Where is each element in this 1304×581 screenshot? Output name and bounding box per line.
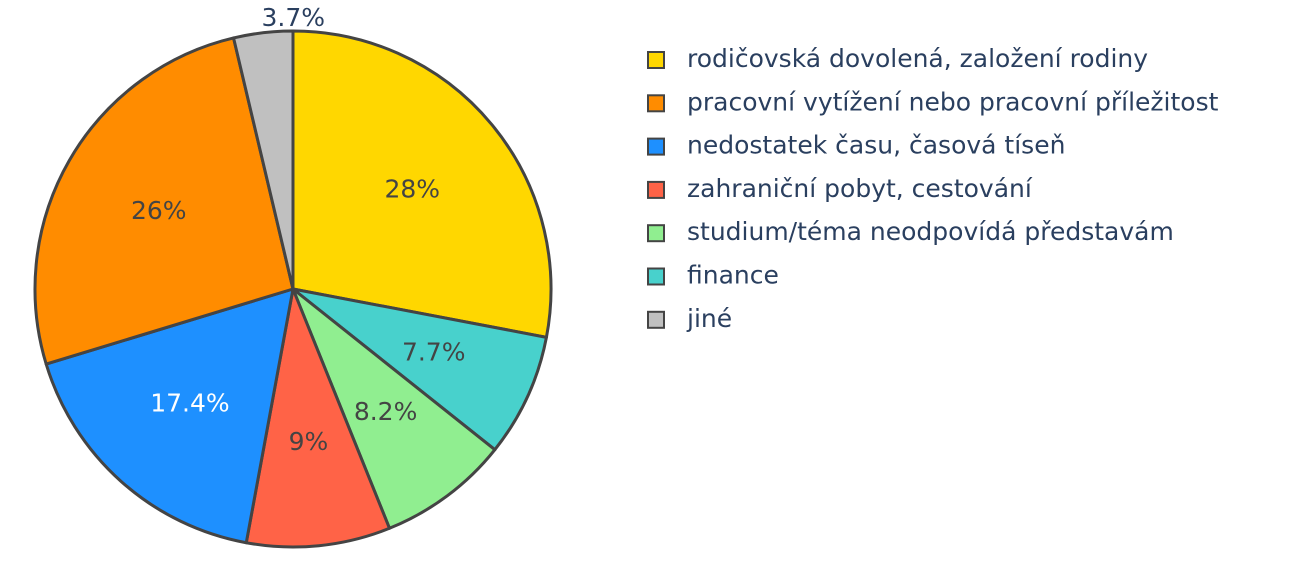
slice-label-finance: 7.7% (402, 338, 466, 367)
legend-swatch (647, 180, 665, 199)
legend-label: nedostatek času, časová tíseň (687, 131, 1065, 160)
legend-swatch (647, 94, 665, 113)
pie-slice-labels: 28% 7.7% 8.2% 9% 17.4% 26% 3.7% (131, 3, 465, 456)
pie-slice-studium-tema-neodpovida-predstavam (291, 287, 497, 530)
legend-item-jine[interactable]: jiné (647, 304, 732, 333)
slice-label-pracovni-vytizeni-nebo-pracovni-prilezitost: 26% (131, 196, 187, 225)
pie-slice-rodicovska-dovolena-zalozeni-rodiny (291, 29, 553, 339)
legend-swatch (647, 137, 665, 156)
legend-swatch (647, 51, 665, 69)
legend-item-finance[interactable]: finance (647, 261, 779, 290)
legend-item-zahranicni-pobyt-cestovani[interactable]: zahraniční pobyt, cestování (647, 174, 1033, 203)
pie-slice-jine (232, 29, 295, 291)
legend: rodičovská dovolená, založení rodiny prac… (647, 44, 1219, 333)
legend-label: finance (687, 261, 779, 290)
legend-item-studium-tema-neodpovida-predstavam[interactable]: studium/téma neodpovídá představám (647, 217, 1174, 246)
legend-item-nedostatek-casu-casova-tisen[interactable]: nedostatek času, časová tíseň (647, 131, 1065, 160)
pie-slice-nedostatek-casu-casova-tisen (44, 287, 295, 545)
legend-label: pracovní vytížení nebo pracovní příležit… (687, 87, 1219, 116)
legend-item-pracovni-vytizeni-nebo-pracovni-prilezitost[interactable]: pracovní vytížení nebo pracovní příležit… (647, 87, 1219, 116)
pie-slice-pracovni-vytizeni-nebo-pracovni-prilezitost (33, 36, 295, 366)
slice-label-zahranicni-pobyt-cestovani: 9% (289, 427, 329, 456)
slice-label-rodicovska-dovolena-zalozeni-rodiny: 28% (385, 174, 441, 203)
slice-label-studium-tema-neodpovida-predstavam: 8.2% (354, 397, 418, 426)
legend-label: zahraniční pobyt, cestování (687, 174, 1033, 203)
legend-label: jiné (686, 304, 732, 333)
pie-slice-finance (291, 287, 548, 452)
legend-label: studium/téma neodpovídá představám (687, 217, 1174, 246)
slice-label-nedostatek-casu-casova-tisen: 17.4% (150, 389, 229, 418)
legend-swatch (647, 267, 665, 286)
pie-slices (33, 29, 553, 549)
legend-label: rodičovská dovolená, založení rodiny (687, 44, 1148, 73)
slice-label-jine: 3.7% (262, 3, 326, 32)
legend-item-rodicovska-dovolena-zalozeni-rodiny[interactable]: rodičovská dovolená, založení rodiny (647, 44, 1148, 73)
legend-swatch (647, 310, 665, 329)
legend-swatch (647, 224, 665, 243)
